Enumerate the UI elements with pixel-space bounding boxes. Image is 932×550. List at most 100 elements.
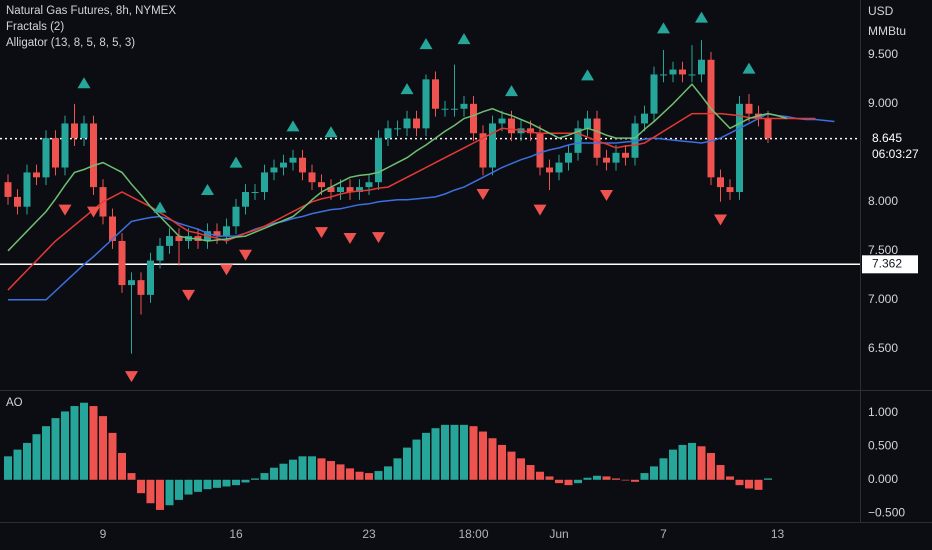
ao-bar bbox=[317, 458, 326, 480]
candle-body bbox=[280, 162, 287, 168]
ao-bar bbox=[70, 406, 79, 480]
ao-bar bbox=[517, 458, 525, 480]
ao-tick-label: −0.500 bbox=[868, 505, 905, 519]
fractal-down bbox=[476, 188, 490, 200]
alligator-line bbox=[8, 112, 835, 301]
candle-body bbox=[118, 240, 126, 286]
ao-bar bbox=[631, 479, 639, 482]
candle-body bbox=[90, 123, 97, 188]
ao-bar bbox=[146, 479, 155, 504]
indicator-label: Alligator (13, 8, 5, 8, 5, 3) bbox=[6, 37, 135, 49]
ao-bar bbox=[327, 461, 335, 480]
candle-body bbox=[413, 118, 420, 129]
ao-bar bbox=[450, 424, 459, 480]
candle-body bbox=[346, 187, 354, 193]
ao-bar bbox=[564, 479, 573, 486]
countdown-label: 06:03:27 bbox=[872, 147, 919, 161]
candle-body bbox=[289, 157, 297, 163]
candle-body bbox=[460, 103, 468, 109]
ao-bar bbox=[574, 479, 582, 484]
fractal-up bbox=[286, 120, 300, 132]
fractal-up bbox=[695, 11, 708, 23]
candle-body bbox=[42, 138, 50, 178]
candle-body bbox=[308, 172, 316, 183]
fractal-down bbox=[125, 371, 138, 383]
candle-body bbox=[365, 182, 373, 188]
ao-tick-label: 0.500 bbox=[868, 438, 898, 452]
x-tick-label: 9 bbox=[100, 527, 107, 541]
ao-bar bbox=[384, 466, 392, 480]
candle-body bbox=[745, 103, 753, 114]
ao-bar bbox=[707, 452, 715, 480]
ao-bar bbox=[536, 471, 544, 480]
ao-bar bbox=[99, 416, 107, 480]
candle-body bbox=[508, 118, 515, 134]
candle-body bbox=[527, 128, 534, 134]
ao-bar bbox=[184, 479, 193, 495]
candle-body bbox=[270, 167, 278, 173]
candle-body bbox=[688, 74, 696, 76]
ao-bar bbox=[555, 479, 563, 484]
x-tick-label: 7 bbox=[660, 527, 667, 541]
fractal-down bbox=[58, 204, 72, 216]
level-badge bbox=[862, 255, 918, 274]
candle-body bbox=[489, 123, 496, 168]
y-tick-label: 9.500 bbox=[868, 47, 898, 61]
candle-body bbox=[375, 138, 382, 183]
ao-bar bbox=[583, 477, 592, 480]
ao-bar bbox=[469, 426, 478, 480]
candle-body bbox=[109, 216, 116, 241]
candle-body bbox=[403, 118, 411, 129]
alligator-line bbox=[7, 112, 816, 291]
candle-body bbox=[726, 187, 734, 193]
ao-bar bbox=[156, 479, 164, 510]
fractal-down bbox=[220, 264, 233, 276]
ao-bar bbox=[488, 438, 497, 480]
candle-body bbox=[612, 152, 620, 163]
ao-bar bbox=[640, 473, 649, 480]
ao-bar bbox=[365, 473, 373, 480]
candle-body bbox=[603, 157, 610, 163]
ao-bar bbox=[89, 406, 98, 480]
candle-body bbox=[175, 236, 183, 241]
candle-body bbox=[669, 69, 677, 75]
level-label: 7.362 bbox=[872, 256, 902, 270]
fractal-up bbox=[419, 38, 433, 50]
candle-body bbox=[736, 103, 743, 193]
candle-body bbox=[61, 123, 69, 168]
ao-bar bbox=[764, 478, 772, 480]
fractal-up bbox=[153, 201, 167, 213]
ao-bar bbox=[669, 449, 677, 480]
candle-body bbox=[261, 172, 268, 193]
candle-body bbox=[14, 196, 21, 207]
indicator-label: Fractals (2) bbox=[6, 21, 64, 33]
candle-body bbox=[394, 128, 401, 130]
ao-bar bbox=[441, 424, 449, 480]
ao-bar bbox=[80, 402, 88, 480]
candle-body bbox=[698, 59, 705, 75]
ao-bar bbox=[51, 418, 60, 480]
ao-bar bbox=[612, 478, 620, 480]
ao-bar bbox=[137, 479, 145, 494]
y-tick-label: 6.500 bbox=[868, 341, 898, 355]
ao-bar bbox=[298, 456, 307, 480]
fractal-down bbox=[600, 189, 613, 201]
ao-bar bbox=[336, 464, 345, 480]
plot bbox=[0, 11, 860, 510]
y-tick-label: 7.000 bbox=[868, 292, 898, 306]
ao-bar bbox=[716, 465, 725, 480]
ao-bar bbox=[735, 479, 744, 486]
fractal-up bbox=[229, 156, 243, 168]
y-tick-label: 9.000 bbox=[868, 96, 898, 110]
ao-bar bbox=[374, 471, 383, 480]
candle-body bbox=[679, 69, 686, 75]
candle-body bbox=[213, 231, 221, 237]
ao-bar bbox=[13, 449, 22, 480]
candle-body bbox=[622, 152, 629, 158]
ao-tick-label: 0.000 bbox=[868, 472, 898, 486]
ao-bar bbox=[175, 479, 183, 500]
fractal-down bbox=[239, 249, 252, 261]
ao-bar bbox=[403, 447, 411, 480]
candle-body bbox=[546, 167, 553, 173]
